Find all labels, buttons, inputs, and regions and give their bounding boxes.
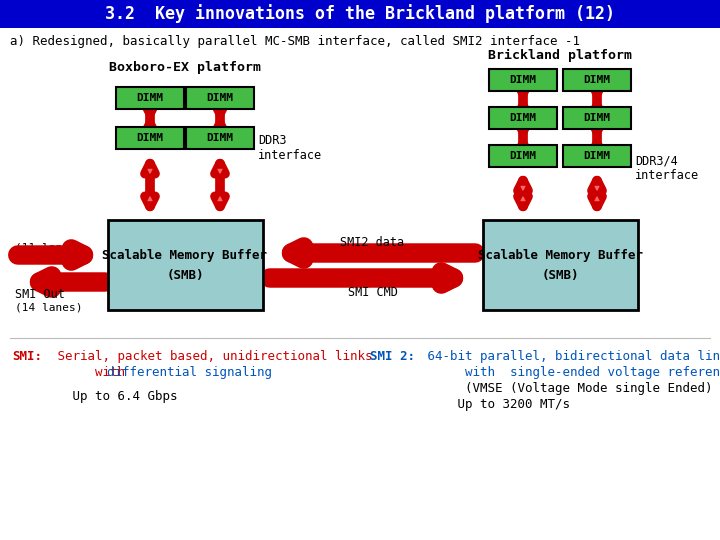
Text: DIMM: DIMM <box>583 75 611 85</box>
Text: DIMM: DIMM <box>510 75 536 85</box>
Bar <box>489 107 557 129</box>
Bar <box>186 87 254 109</box>
Bar <box>489 69 557 91</box>
Text: 64-bit parallel, bidirectional data link: 64-bit parallel, bidirectional data link <box>420 350 720 363</box>
Text: DIMM: DIMM <box>137 133 163 143</box>
Text: Brickland platform: Brickland platform <box>488 49 632 62</box>
Text: SMI:: SMI: <box>12 350 42 363</box>
Bar <box>0 0 720 28</box>
Text: DIMM: DIMM <box>510 113 536 123</box>
Text: (VMSE (Voltage Mode single Ended) signaling): (VMSE (Voltage Mode single Ended) signal… <box>420 382 720 395</box>
Bar <box>116 127 184 149</box>
Text: a) Redesigned, basically parallel MC-SMB interface, called SMI2 interface -1: a) Redesigned, basically parallel MC-SMB… <box>10 36 580 49</box>
Bar <box>482 220 637 310</box>
Bar <box>116 87 184 109</box>
Text: DIMM: DIMM <box>510 151 536 161</box>
Text: DIMM: DIMM <box>207 93 233 103</box>
Text: Scalable Memory Buffer: Scalable Memory Buffer <box>477 248 642 261</box>
Text: Serial, packet based, unidirectional links: Serial, packet based, unidirectional lin… <box>50 350 372 363</box>
Text: SMI 2:: SMI 2: <box>370 350 415 363</box>
Text: (14 lanes): (14 lanes) <box>15 302 83 312</box>
Text: SMI Out: SMI Out <box>15 288 65 301</box>
Text: DDR3
interface: DDR3 interface <box>258 134 322 162</box>
Bar <box>563 69 631 91</box>
Text: SMI In: SMI In <box>15 253 58 267</box>
Text: differential signaling: differential signaling <box>107 366 272 379</box>
Text: DIMM: DIMM <box>137 93 163 103</box>
Bar <box>107 220 263 310</box>
Text: (SMB): (SMB) <box>166 268 204 281</box>
Text: DIMM: DIMM <box>207 133 233 143</box>
Text: DIMM: DIMM <box>583 113 611 123</box>
Text: Up to 6.4 Gbps: Up to 6.4 Gbps <box>50 390 178 403</box>
Text: Scalable Memory Buffer: Scalable Memory Buffer <box>102 248 268 261</box>
Text: Up to 3200 MT/s: Up to 3200 MT/s <box>420 398 570 411</box>
Text: with  single-ended voltage referenced signaling,: with single-ended voltage referenced sig… <box>420 366 720 379</box>
Text: (SMB): (SMB) <box>541 268 579 281</box>
Bar <box>489 145 557 167</box>
Bar <box>563 107 631 129</box>
Text: SMI2 data: SMI2 data <box>341 237 405 249</box>
Text: with: with <box>50 366 132 379</box>
Text: SMI CMD: SMI CMD <box>348 287 397 300</box>
Text: DIMM: DIMM <box>583 151 611 161</box>
Text: (11 lanes): (11 lanes) <box>15 243 83 253</box>
Bar <box>563 145 631 167</box>
Text: Boxboro-EX platform: Boxboro-EX platform <box>109 62 261 75</box>
Text: DDR3/4
interface: DDR3/4 interface <box>635 154 699 182</box>
Text: 3.2  Key innovations of the Brickland platform (12): 3.2 Key innovations of the Brickland pla… <box>105 4 615 24</box>
Bar <box>186 127 254 149</box>
